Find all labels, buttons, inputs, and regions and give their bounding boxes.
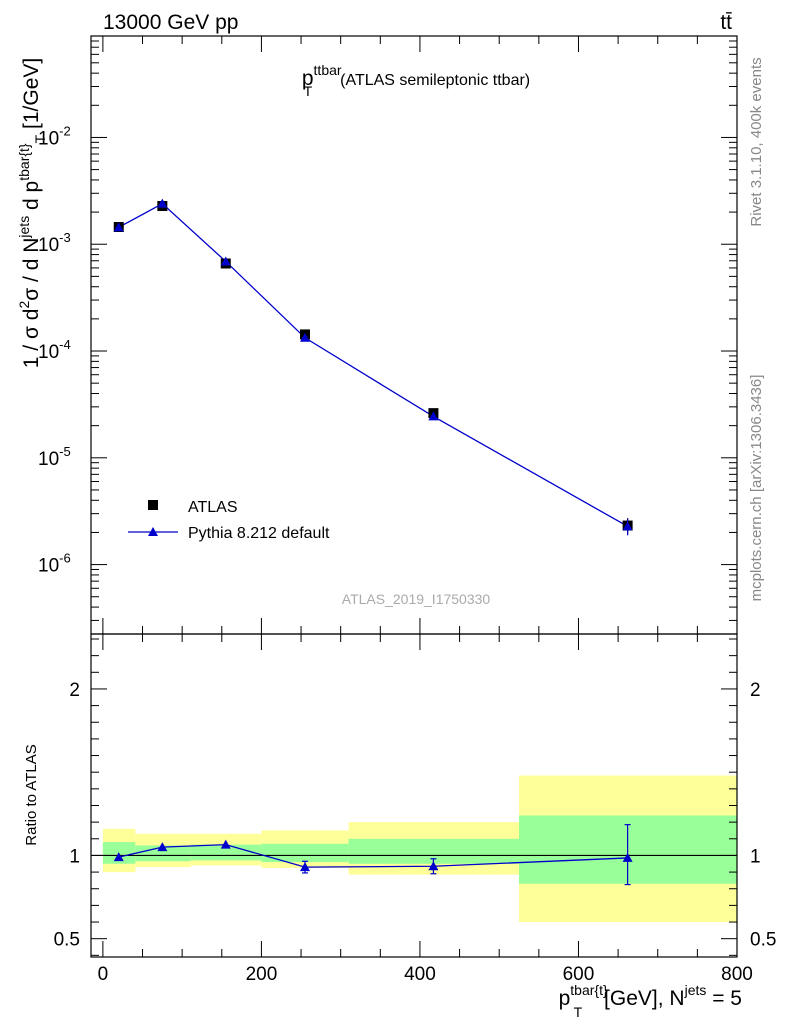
xlabel-part-f: = 5	[706, 987, 742, 1010]
ylabel-part-d: jets	[16, 216, 32, 239]
pythia-data-point	[113, 222, 124, 232]
x-tick-label: 400	[404, 964, 436, 985]
ylabel-part-c: σ / d N	[20, 238, 43, 301]
ratio-y-tick-label-right: 2	[750, 680, 761, 701]
ratio-data-point	[622, 852, 633, 862]
x-tick-label: 600	[563, 964, 595, 985]
pythia-data-point	[157, 198, 168, 208]
ratio-axis-ticks: 0 200 400 600 800 0.5 0.5 1 1 2 2	[54, 634, 776, 985]
ratio-data-point	[157, 842, 168, 852]
main-y-tick-label: 10-5	[38, 444, 71, 470]
legend: ATLAS Pythia 8.212 default	[128, 499, 330, 542]
pythia-data-point	[220, 256, 231, 266]
main-frame	[90, 35, 738, 635]
main-plot-content	[113, 198, 633, 536]
legend-pythia-marker	[148, 527, 158, 536]
ratio-pythia-line	[118, 843, 628, 868]
main-y-tick-label: 10-3	[38, 230, 71, 256]
title-sub: T	[304, 83, 313, 99]
plot-title: pttbar T (ATLAS semileptonic ttbar)	[302, 62, 530, 99]
ylabel-part-e: d p	[20, 181, 43, 216]
ratio-panel: 0 200 400 600 800 0.5 0.5 1 1 2 2 Ratio to ATLAS p…	[23, 633, 776, 1020]
pythia-data-point	[428, 411, 439, 421]
ratio-band-green	[190, 844, 262, 861]
pythia-data-point	[300, 332, 311, 342]
xlabel-part-e: jets	[684, 982, 707, 998]
title-rest: (ATLAS semileptonic ttbar)	[340, 72, 530, 89]
ylabel-part-b: 2	[16, 301, 32, 309]
ratio-data-point	[428, 861, 439, 871]
x-tick-label: 0	[98, 964, 109, 985]
legend-atlas-label: ATLAS	[188, 499, 238, 516]
main-y-axis-label: 1 / σ d2σ / d Njets d ptbar{t}T [1/GeV]	[16, 58, 48, 368]
ylabel-part-a: 1 / σ d	[20, 309, 43, 369]
title-sup: ttbar	[314, 62, 342, 78]
process-label: tt̄	[720, 11, 732, 34]
ratio-band-green	[261, 843, 349, 863]
xlabel-part-a: p	[559, 987, 571, 1010]
x-axis-label: ptbar{t} T [GeV], Njets = 5	[559, 982, 742, 1020]
ratio-y-axis-label: Ratio to ATLAS	[23, 744, 40, 845]
pythia-data-point	[622, 521, 633, 531]
x-tick-label: 800	[721, 964, 753, 985]
main-axis-ticks: 10-6 10-5 10-4 10-3 10-2	[38, 36, 738, 634]
title-main: p	[302, 67, 314, 90]
ratio-frame	[90, 633, 738, 958]
ylabel-part-f: tbar{t}	[16, 143, 32, 181]
ylabel-part-g: T	[32, 134, 48, 143]
x-tick-label: 200	[246, 964, 278, 985]
ratio-band-green	[135, 845, 191, 862]
ratio-y-tick-label-left: 0.5	[54, 930, 80, 951]
main-panel: 10-610-510-410-310-2 pttbar T(ATLAS semil…	[16, 35, 738, 635]
rivet-version-label: Rivet 3.1.10, 400k events	[748, 57, 765, 226]
ratio-data-point	[220, 839, 231, 849]
ratio-plot-content	[91, 775, 737, 923]
xlabel-part-c: T	[574, 1004, 583, 1020]
ratio-y-tick-label-left: 2	[69, 680, 80, 701]
analysis-watermark: ATLAS_2019_I1750330	[342, 591, 491, 607]
legend-atlas-marker	[148, 500, 158, 510]
xlabel-part-d: [GeV], N	[598, 987, 684, 1010]
beam-energy-label: 13000 GeV pp	[103, 11, 238, 34]
legend-pythia-label: Pythia 8.212 default	[188, 525, 330, 542]
mcplots-label: mcplots.cern.ch [arXiv:1306.3436]	[748, 375, 765, 602]
ratio-y-tick-label-right: 1	[750, 846, 761, 867]
ylabel-part-h: [1/GeV]	[20, 58, 43, 135]
pythia-series-line	[118, 202, 628, 527]
ratio-y-tick-label-right: 0.5	[750, 930, 776, 951]
main-y-tick-label: 10-2	[38, 123, 71, 149]
ratio-data-point	[300, 862, 311, 872]
main-y-tick-label: 10-6	[38, 551, 71, 577]
main-y-tick-label: 10-4	[38, 337, 71, 363]
xlabel-part-b: tbar{t}	[570, 982, 608, 998]
ratio-data-point	[113, 852, 124, 862]
ratio-y-tick-label-left: 1	[69, 846, 80, 867]
